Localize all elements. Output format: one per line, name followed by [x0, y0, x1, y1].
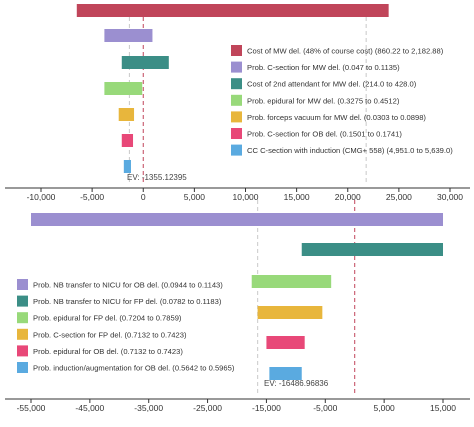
- chart1-x-tick-label: -5,000: [80, 192, 104, 202]
- chart1-legend-swatch: [231, 128, 242, 139]
- chart1-legend-label: Prob. C-section for MW del. (0.047 to 0.…: [247, 63, 400, 72]
- chart1-legend-swatch: [231, 111, 242, 123]
- chart2-bar: [269, 367, 302, 380]
- chart1-x-tick-label: 0: [141, 192, 146, 202]
- chart1-legend-swatch: [231, 61, 242, 73]
- chart2-legend-swatch: [17, 295, 28, 307]
- chart1-legend-label: Prob. forceps vacuum for MW del. (0.0303…: [247, 113, 426, 122]
- chart2-x-tick-label: -55,000: [17, 403, 46, 413]
- chart2-bar: [301, 243, 443, 256]
- chart2-x-tick-label: -25,000: [193, 403, 222, 413]
- chart2-x-tick-label: -15,000: [252, 403, 281, 413]
- chart2-bar: [266, 336, 305, 349]
- chart1-legend-label: Prob. epidural for MW del. (0.3275 to 0.…: [247, 96, 400, 105]
- chart1-x-tick-label: -10,000: [27, 192, 56, 202]
- chart1-legend-swatch: [231, 94, 242, 106]
- chart1-bar: [123, 160, 131, 173]
- chart1-legend-swatch: [231, 144, 242, 156]
- chart1-x-tick-label: 30,000: [437, 192, 463, 202]
- chart1-bar: [76, 4, 389, 17]
- chart2-x-tick-label: -35,000: [134, 403, 163, 413]
- chart2-legend-swatch: [17, 345, 28, 357]
- chart1-legend-label: Cost of 2nd attendant for MW del. (214.0…: [247, 80, 417, 89]
- chart1-bar: [121, 134, 134, 147]
- chart1-x-tick-label: 10,000: [233, 192, 259, 202]
- chart2-x-tick-label: 5,000: [374, 403, 396, 413]
- chart2-x-tick-label: -45,000: [75, 403, 104, 413]
- chart1-bar: [121, 56, 169, 69]
- chart2-bar: [257, 306, 323, 319]
- chart1-legend-swatch: [231, 78, 242, 90]
- chart2-legend-label: Prob. NB transfer to NICU for OB del. (0…: [33, 281, 223, 290]
- chart2-bar: [31, 213, 443, 226]
- chart2-x-tick-label: -5,000: [313, 403, 337, 413]
- chart2-bar: [251, 275, 332, 288]
- chart2-legend-label: Prob. NB transfer to NICU for FP del. (0…: [33, 297, 222, 306]
- chart2-x-tick-label: 15,000: [430, 403, 456, 413]
- chart2-legend-label: Prob. C-section for FP del. (0.7132 to 0…: [33, 330, 187, 339]
- chart1-ev-label: EV: -1355.12395: [127, 173, 187, 182]
- chart2-legend-swatch: [17, 362, 28, 373]
- chart1-bar: [104, 82, 143, 95]
- chart2-ev-label: EV: -16486.96836: [264, 379, 329, 388]
- chart1-legend-swatch: [231, 45, 242, 56]
- chart1-x-tick-label: 20,000: [335, 192, 361, 202]
- chart1-x-tick-label: 5,000: [184, 192, 206, 202]
- chart2-legend-label: Prob. epidural for FP del. (0.7204 to 0.…: [33, 314, 182, 323]
- chart1-legend-label: Prob. C-section for OB del. (0.1501 to 0…: [247, 130, 402, 139]
- chart1-bar: [118, 108, 135, 121]
- chart1-x-tick-label: 15,000: [284, 192, 310, 202]
- chart1-legend-label: CC C-section with induction (CMG+ 558) (…: [247, 146, 453, 155]
- chart2-legend-label: Prob. epidural for OB del. (0.7132 to 0.…: [33, 347, 183, 356]
- chart1-x-tick-label: 25,000: [386, 192, 412, 202]
- chart2-legend-label: Prob. induction/augmentation for OB del.…: [33, 364, 235, 373]
- chart2-legend-swatch: [17, 312, 28, 324]
- chart2-legend-swatch: [17, 279, 28, 290]
- chart2-legend-swatch: [17, 328, 28, 340]
- chart1-legend-label: Cost of MW del. (48% of course cost) (86…: [247, 47, 444, 56]
- chart1-bar: [104, 29, 153, 42]
